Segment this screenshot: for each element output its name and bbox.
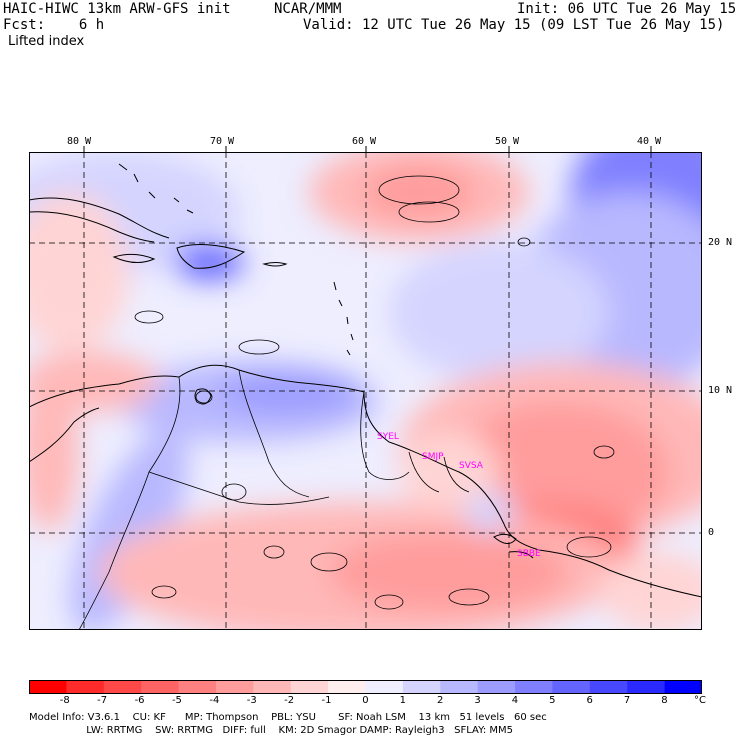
lon-label-40w: 40 W <box>637 136 662 147</box>
colorbar-swatch <box>141 680 180 694</box>
colorbar-swatch <box>290 680 329 694</box>
colorbar-tick-label: -6 <box>134 695 145 706</box>
colorbar-swatch <box>477 680 516 694</box>
lon-label-70w: 70 W <box>210 136 235 147</box>
map-frame <box>29 152 702 630</box>
colorbar-tick-label: -5 <box>171 695 182 706</box>
colorbar-swatch <box>66 680 105 694</box>
field-name: Lifted index <box>8 34 85 49</box>
graticule <box>29 152 702 630</box>
colorbar-swatch <box>253 680 292 694</box>
colorbar-swatch <box>328 680 366 694</box>
colorbar-swatch <box>664 680 702 694</box>
lon-label-50w: 50 W <box>495 136 520 147</box>
organization: NCAR/MMM <box>274 1 342 17</box>
colorbar-swatch <box>365 680 404 694</box>
colorbar-tick-label: 2 <box>436 695 444 706</box>
valid-time: Valid: 12 UTC Tue 26 May 15 (09 LST Tue … <box>303 17 725 33</box>
lat-label-20n: 20 N <box>708 237 733 248</box>
colorbar-swatch <box>589 680 628 694</box>
colorbar-tick-label: 7 <box>623 695 631 706</box>
colorbar-swatch <box>627 680 666 694</box>
lon-label-80w: 80 W <box>67 136 92 147</box>
colorbar-swatch <box>29 680 67 694</box>
station-sbbe: SBBE <box>517 549 541 559</box>
footer-model-info: Model Info: V3.6.1 CU: KF MP: Thompson P… <box>29 712 547 723</box>
forecast-hour: Fcst: 6 h <box>3 17 105 33</box>
lat-label-0: 0 <box>708 527 715 538</box>
colorbar-swatch <box>215 680 254 694</box>
colorbar-swatch <box>515 680 553 694</box>
colorbar-tick-label: -7 <box>97 695 108 706</box>
colorbar-tick-label: 8 <box>661 695 668 706</box>
station-syel: SYEL <box>377 432 399 442</box>
model-title: HAIC-HIWC 13km ARW-GFS init <box>3 1 231 17</box>
colorbar-tick-label: -2 <box>284 695 295 706</box>
top-ticks <box>83 146 652 152</box>
colorbar-tick-label: 4 <box>511 695 519 706</box>
colorbar-unit: °C <box>694 695 706 706</box>
contours <box>134 175 615 610</box>
lat-label-10n: 10 N <box>708 385 733 396</box>
colorbar-tick-label: -1 <box>321 695 332 706</box>
colorbar-tick-label: 5 <box>549 695 556 706</box>
colorbar-tick-label: 3 <box>474 695 481 706</box>
field-shading <box>29 152 702 630</box>
colorbar-tick-label: -3 <box>246 695 257 706</box>
colorbar-swatch <box>552 680 591 694</box>
init-time: Init: 06 UTC Tue 26 May 15 <box>517 1 737 17</box>
colorbar-tick-label: -8 <box>59 695 70 706</box>
station-svsa: SVSA <box>459 461 483 471</box>
colorbar-swatch <box>440 680 479 694</box>
colorbar-tick-label: 1 <box>399 695 406 706</box>
footer-physics-info: LW: RRTMG SW: RRTMG DIFF: full KM: 2D Sm… <box>29 725 514 736</box>
coastlines <box>29 163 702 630</box>
colorbar-swatch <box>402 680 441 694</box>
colorbar-tick-label: -4 <box>209 695 220 706</box>
colorbar-swatch <box>178 680 217 694</box>
lifted-index-map <box>29 152 702 630</box>
lon-label-60w: 60 W <box>352 136 377 147</box>
colorbar-tick-label: 6 <box>586 695 593 706</box>
colorbar-tick-label: 0 <box>362 695 369 706</box>
colorbar-swatch <box>103 680 142 694</box>
colorbar <box>29 680 702 694</box>
station-smjp: SMJP <box>422 452 444 462</box>
